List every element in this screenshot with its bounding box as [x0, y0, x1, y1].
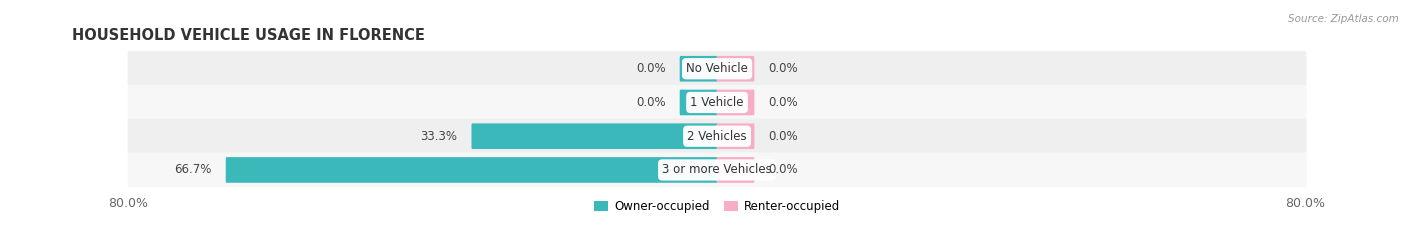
Text: 0.0%: 0.0% [769, 96, 799, 109]
Text: No Vehicle: No Vehicle [686, 62, 748, 75]
Text: 0.0%: 0.0% [636, 96, 665, 109]
Text: 3 or more Vehicles: 3 or more Vehicles [662, 164, 772, 176]
Text: 2 Vehicles: 2 Vehicles [688, 130, 747, 143]
Text: 33.3%: 33.3% [420, 130, 457, 143]
FancyBboxPatch shape [128, 119, 1306, 154]
FancyBboxPatch shape [717, 123, 755, 149]
Text: 1 Vehicle: 1 Vehicle [690, 96, 744, 109]
Text: 66.7%: 66.7% [174, 164, 212, 176]
FancyBboxPatch shape [717, 90, 755, 115]
Text: 0.0%: 0.0% [769, 164, 799, 176]
FancyBboxPatch shape [226, 157, 717, 183]
FancyBboxPatch shape [679, 56, 717, 82]
Text: 0.0%: 0.0% [769, 130, 799, 143]
FancyBboxPatch shape [471, 123, 717, 149]
Text: HOUSEHOLD VEHICLE USAGE IN FLORENCE: HOUSEHOLD VEHICLE USAGE IN FLORENCE [72, 28, 425, 43]
FancyBboxPatch shape [717, 157, 755, 183]
FancyBboxPatch shape [128, 51, 1306, 86]
Text: 0.0%: 0.0% [769, 62, 799, 75]
Text: Source: ZipAtlas.com: Source: ZipAtlas.com [1288, 14, 1399, 24]
FancyBboxPatch shape [128, 85, 1306, 120]
FancyBboxPatch shape [717, 56, 755, 82]
FancyBboxPatch shape [679, 90, 717, 115]
FancyBboxPatch shape [128, 152, 1306, 187]
Legend: Owner-occupied, Renter-occupied: Owner-occupied, Renter-occupied [589, 195, 845, 218]
Text: 0.0%: 0.0% [636, 62, 665, 75]
